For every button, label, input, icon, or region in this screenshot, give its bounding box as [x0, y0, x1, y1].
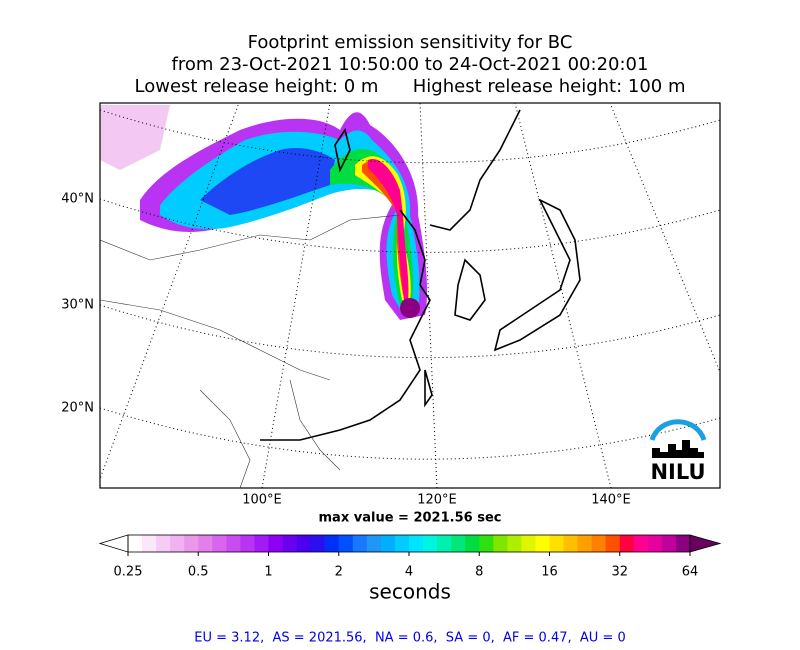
colorbar-segment [675, 535, 691, 552]
colorbar-tick-label: 16 [541, 565, 558, 580]
colorbar-segment [591, 535, 607, 552]
colorbar-segment [184, 535, 199, 552]
lon-label: 120°E [417, 493, 457, 508]
footer: EU = 3.12, AS = 2021.56, NA = 0.6, SA = … [194, 631, 625, 646]
lat-label: 30°N [61, 298, 94, 313]
logo-text: NILU [650, 460, 705, 484]
colorbar-segment [661, 535, 677, 552]
lat-label: 20°N [61, 401, 94, 416]
colorbar-segment [380, 535, 396, 552]
title-line: Lowest release height: 0 m Highest relea… [135, 76, 686, 97]
coastlines [260, 109, 581, 441]
colorbar-segment [647, 535, 663, 552]
max-value: max value = 2021.56 sec [319, 511, 502, 526]
colorbar-segment [338, 535, 354, 552]
colorbar-segment [268, 535, 284, 552]
colorbar-segment [282, 535, 298, 552]
title-line: Footprint emission sensitivity for BC [248, 32, 573, 53]
lon-label: 100°E [242, 493, 282, 508]
colorbar-tick-label: 0.5 [188, 565, 209, 580]
title-line: from 23-Oct-2021 10:50:00 to 24-Oct-2021… [172, 54, 649, 75]
colorbar-tick-label: 32 [611, 565, 628, 580]
colorbar-segment [493, 535, 508, 552]
colorbar-segment [521, 535, 536, 552]
colorbar-segment [310, 535, 326, 552]
colorbar-segment [465, 535, 480, 552]
colorbar-segment [605, 535, 621, 552]
colorbar-segment [423, 535, 438, 552]
colorbar-segment [254, 535, 269, 552]
colorbar-tick-label: 4 [405, 565, 413, 580]
colorbar-segment [409, 535, 424, 552]
colorbar-tick-label: 8 [475, 565, 483, 580]
plume [100, 105, 428, 321]
colorbar-segment [212, 535, 227, 552]
colorbar-segment [563, 535, 579, 552]
colorbar-segment [577, 535, 593, 552]
logo: NILU [649, 419, 707, 484]
colorbar-segment [437, 535, 452, 552]
colorbar-segment [128, 535, 143, 552]
colorbar: 0.25 0.5 1 2 4 8 16 32 64 [98, 534, 722, 580]
lon-label: 140°E [591, 493, 631, 508]
colorbar-segment [352, 535, 368, 552]
colorbar-over [689, 534, 722, 553]
colorbar-segment [198, 535, 213, 552]
colorbar-label: seconds [369, 580, 451, 604]
colorbar-tick-label: 2 [335, 565, 343, 580]
colorbar-segment [142, 535, 157, 552]
colorbar-tick-label: 0.25 [114, 565, 143, 580]
colorbar-segment [535, 535, 550, 552]
colorbar-under [98, 534, 129, 553]
colorbar-segment [324, 535, 340, 552]
colorbar-segment [507, 535, 522, 552]
colorbar-segment [296, 535, 312, 552]
colorbar-segment [366, 535, 382, 552]
colorbar-segment [479, 535, 494, 552]
lat-label: 40°N [61, 192, 94, 207]
colorbar-segment [451, 535, 466, 552]
colorbar-segment [619, 535, 635, 552]
graticule [100, 103, 720, 488]
colorbar-segment [170, 535, 185, 552]
colorbar-segment [156, 535, 171, 552]
colorbar-segment [226, 535, 241, 552]
colorbar-segment [240, 535, 255, 552]
borders [100, 214, 401, 488]
colorbar-segment [394, 535, 410, 552]
colorbar-segment [633, 535, 649, 552]
colorbar-tick-label: 64 [682, 565, 699, 580]
map: NILU [100, 103, 720, 488]
map-frame [99, 102, 721, 489]
colorbar-tick-label: 1 [264, 565, 272, 580]
colorbar-segment [549, 535, 565, 552]
